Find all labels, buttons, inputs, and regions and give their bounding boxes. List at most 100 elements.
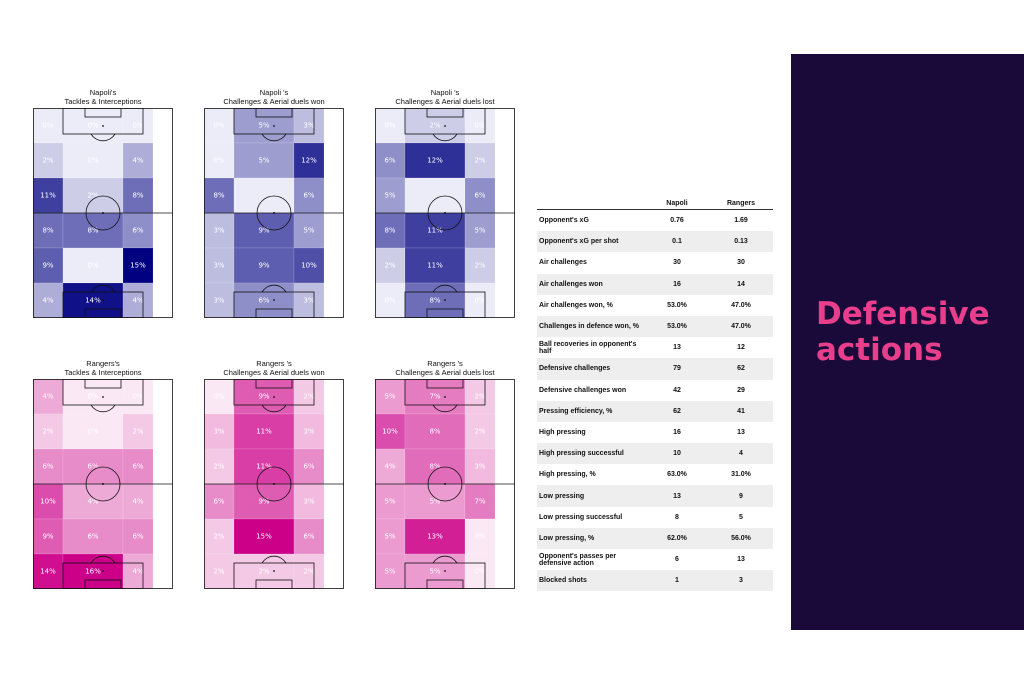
heatmap-cell-label: 4% — [42, 393, 53, 401]
heatmap-cell-label: 0% — [87, 428, 98, 436]
goal-box-bottom — [255, 308, 293, 318]
heatmap-cell-label: 6% — [42, 463, 53, 471]
heatmap-cell — [375, 413, 406, 450]
stat-value-rangers: 0.13 — [709, 231, 773, 253]
heatmap-cell — [293, 247, 325, 284]
heatmap-cell-label: 5% — [258, 157, 269, 165]
penalty-arc-bottom — [261, 284, 287, 293]
center-spot — [273, 483, 275, 485]
center-circle — [85, 466, 121, 502]
heatmap-cell-label: 0% — [384, 122, 395, 130]
heatmap-cell — [33, 142, 64, 179]
table-row: High pressing, % 63.0% 31.0% — [537, 464, 773, 485]
heatmap-cell — [464, 553, 496, 589]
penalty-arc-top — [90, 404, 116, 413]
heatmap-rangers-challenges-won: Rangers 's Challenges & Aerial duels won … — [204, 359, 344, 589]
goal-box-bottom — [255, 579, 293, 589]
stat-value-rangers: 30 — [737, 259, 745, 267]
stat-value-napoli: 13 — [645, 485, 709, 507]
heatmap-cell — [233, 177, 295, 214]
table-row: Defensive challenges won 42 29 — [537, 380, 773, 401]
table-row: Air challenges won, % 53.0% 47.0% — [537, 295, 773, 316]
heatmap-cell — [293, 282, 325, 318]
heatmap-cell-label: 6% — [303, 192, 314, 200]
heatmap-cell — [464, 247, 496, 284]
goal-box-bottom — [426, 308, 464, 318]
center-circle — [256, 195, 292, 231]
heatmap-cell-label: 0% — [474, 297, 485, 305]
heatmap-cell — [62, 212, 124, 249]
heatmap-cell-label: 11% — [256, 463, 272, 471]
penalty-box-bottom — [233, 562, 315, 589]
penalty-box-top — [62, 108, 144, 135]
penalty-arc-top — [90, 133, 116, 142]
pitch-heatmap: 5% 7% 2% 10% 8% 2% 4% 8% 3% 5% 5% 7% 5% 13% 0% 5% 5% 0% — [375, 379, 515, 589]
heatmap-cell-label: 8% — [42, 227, 53, 235]
penalty-arc-top — [432, 133, 458, 142]
stat-value-napoli: 13 — [673, 344, 681, 352]
stat-value-rangers: 29 — [737, 386, 745, 394]
heatmap-cell — [122, 212, 154, 249]
heatmap-cell — [293, 177, 325, 214]
heatmap-cell-label: 11% — [427, 227, 443, 235]
goal-box-top — [84, 108, 122, 118]
column-header — [537, 197, 645, 210]
stat-value-napoli: 42 — [673, 386, 681, 394]
goal-box-top — [255, 379, 293, 389]
stat-label: Challenges in defence won, % — [537, 315, 645, 338]
heatmap-cell-label: 3% — [213, 227, 224, 235]
heatmap-cell-label: 10% — [40, 498, 56, 506]
penalty-spot-bottom — [102, 570, 104, 572]
heatmap-cell-label: 7% — [429, 393, 440, 401]
penalty-box-top — [233, 108, 315, 135]
heatmap-cell-label: 2% — [429, 122, 440, 130]
stat-label: Air challenges — [539, 259, 587, 267]
heatmap-cell — [33, 282, 64, 318]
heatmap-cell-label: 2% — [474, 428, 485, 436]
heatmap-cell — [122, 483, 154, 520]
side-panel — [791, 54, 1024, 630]
heatmap-cell-label: 14% — [40, 568, 56, 576]
penalty-spot-bottom — [273, 299, 275, 301]
heatmap-cell-label: 9% — [258, 262, 269, 270]
penalty-spot-bottom — [102, 299, 104, 301]
stat-value-napoli: 62 — [645, 400, 709, 422]
heatmap-cell-label: 2% — [213, 568, 224, 576]
stat-value-rangers: 31.0% — [731, 471, 751, 479]
penalty-arc-top — [261, 404, 287, 413]
heatmap-cell-label: 5% — [303, 227, 314, 235]
column-header-rangers: Rangers — [709, 197, 773, 210]
penalty-arc-top — [261, 133, 287, 142]
heatmap-cell-label: 5% — [429, 498, 440, 506]
heatmap-cell — [375, 282, 406, 318]
table-row: Low pressing 13 9 — [537, 485, 773, 507]
heatmap-cell-label: 0% — [474, 533, 485, 541]
heatmap-cell-label: 2% — [213, 533, 224, 541]
table-row: Opponent's xG 0.76 1.69 — [537, 210, 773, 232]
center-circle — [256, 466, 292, 502]
heatmap-cell — [464, 379, 496, 415]
stat-value-napoli: 10 — [645, 443, 709, 465]
heatmap-cell-label: 0% — [213, 157, 224, 165]
stat-value-rangers: 14 — [709, 273, 773, 295]
stat-value-rangers: 13 — [737, 428, 745, 436]
goal-box-top — [426, 379, 464, 389]
penalty-spot-bottom — [444, 570, 446, 572]
penalty-arc-top — [432, 404, 458, 413]
pitch-heatmap: 0% 5% 3% 0% 5% 12% 8% 6% 3% 9% 5% 3% 9% 10% 3% 6% 3% — [204, 108, 344, 318]
table-row: Challenges in defence won, % 53.0% 47.0% — [537, 315, 773, 338]
penalty-spot-top — [273, 125, 275, 127]
heatmap-cell-label: 10% — [382, 428, 398, 436]
heatmap-cell — [375, 553, 406, 589]
heatmap-cell — [233, 518, 295, 555]
heatmap-cell — [33, 212, 64, 249]
heatmap-cell-label: 0% — [42, 122, 53, 130]
heatmap-cell-label: 0% — [213, 393, 224, 401]
heatmap-cell-label: 12% — [427, 157, 443, 165]
heatmap-cell — [204, 212, 235, 249]
heatmap-cell — [204, 177, 235, 214]
heatmap-cell-label: 3% — [303, 498, 314, 506]
pitch-heatmap: 0% 0% 0% 2% 0% 4% 11% 2% 8% 8% 8% 6% 9% 0% 15% 4% 14% 4% — [33, 108, 173, 318]
heatmap-cell — [204, 379, 235, 415]
stat-value-rangers: 47.0% — [731, 301, 751, 309]
